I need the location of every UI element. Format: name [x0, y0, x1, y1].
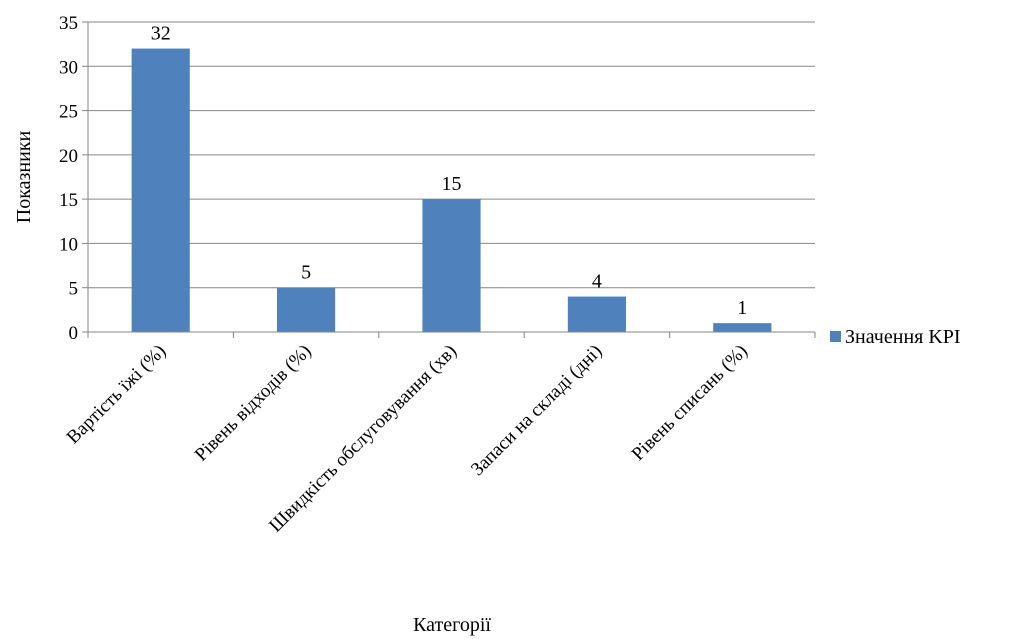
data-label: 15 [442, 173, 462, 195]
y-axis-title: Показники [13, 130, 35, 223]
bars [131, 48, 772, 332]
x-axis-ticks: Вартість їжі (%) Рівень відходів (%)Швидк… [63, 332, 816, 537]
x-tick-label: Рівень відходів (%) [191, 341, 316, 466]
x-tick-label: Рівень списань (%) [628, 341, 752, 465]
bar [131, 48, 190, 332]
x-tick-label: Вартість їжі (%) [63, 341, 170, 448]
y-tick-label: 35 [59, 13, 78, 34]
y-tick-label: 15 [59, 190, 78, 211]
bar [422, 199, 481, 332]
bar [277, 287, 336, 332]
data-label: 1 [737, 297, 747, 319]
y-tick-label: 25 [59, 102, 78, 123]
y-tick-label: 0 [69, 323, 79, 344]
legend-swatch [830, 331, 841, 342]
bar [713, 323, 772, 332]
y-tick-label: 5 [69, 279, 79, 300]
x-tick-label: Запаси на складі (дні) [467, 341, 606, 480]
data-label: 32 [151, 23, 171, 45]
y-tick-label: 10 [59, 234, 78, 255]
y-tick-label: 20 [59, 146, 78, 167]
data-label: 5 [301, 262, 311, 284]
y-tick-label: 30 [59, 57, 78, 78]
bar [567, 296, 626, 332]
data-labels: 32 5 15 4 1 [151, 23, 748, 320]
legend-label: Значення KPI [845, 326, 961, 348]
legend: Значення KPI [830, 326, 961, 348]
y-axis-ticks: 0 5 10 15 20 25 30 35 [59, 13, 88, 344]
data-label: 4 [592, 271, 602, 293]
x-axis-title: Категорії [413, 614, 491, 636]
